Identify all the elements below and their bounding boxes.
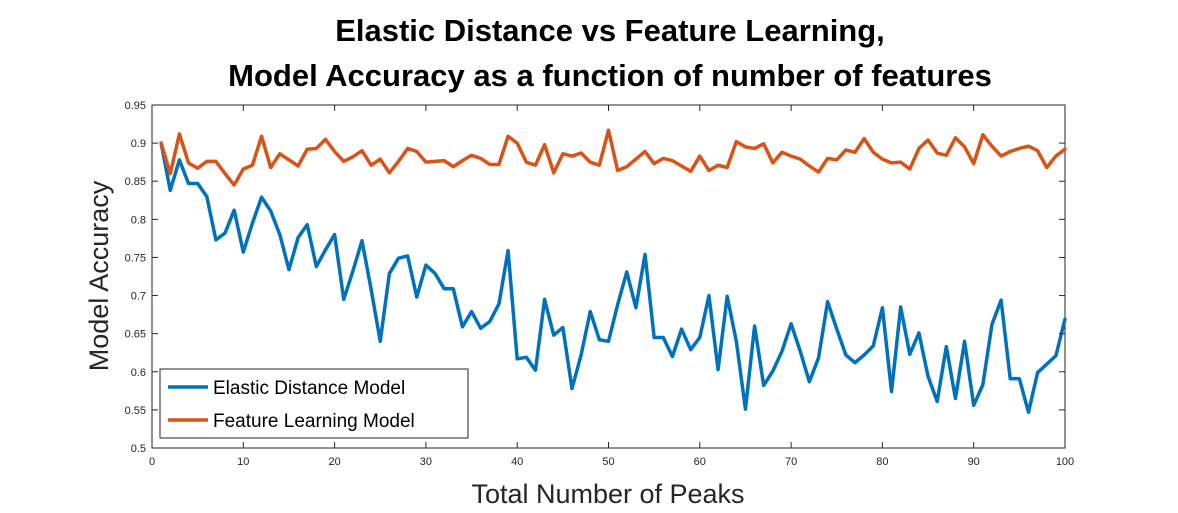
y-tick-label: 0.75 <box>125 252 146 264</box>
legend-box <box>159 368 469 439</box>
x-axis-label: Total Number of Peaks <box>471 479 744 509</box>
x-tick-label: 70 <box>785 456 797 468</box>
legend-label-1: Elastic Distance Model <box>213 378 405 399</box>
x-tick-label: 20 <box>328 456 340 468</box>
y-tick-label: 0.95 <box>125 100 146 112</box>
x-tick-label: 30 <box>420 456 432 468</box>
legend: Elastic Distance Model Feature Learning M… <box>159 368 469 439</box>
y-tick-label: 0.9 <box>131 138 146 150</box>
y-tick-label: 0.7 <box>131 291 146 303</box>
x-tick-label: 10 <box>237 456 249 468</box>
y-tick-label: 0.5 <box>131 443 146 455</box>
x-tick-label: 90 <box>968 456 980 468</box>
x-tick-label: 40 <box>511 456 523 468</box>
y-tick-label: 0.85 <box>125 176 146 188</box>
x-tick-label: 50 <box>602 456 614 468</box>
chart-title-line-2: Model Accuracy as a function of number o… <box>228 58 992 93</box>
y-tick-label: 0.6 <box>131 367 146 379</box>
y-axis-label: Model Accuracy <box>84 180 114 371</box>
ticks-layer: 0 10 20 30 40 50 60 70 80 90 100 0.5 0.55 0.6 0.65 0.7 0… <box>125 100 1075 468</box>
y-tick-label: 0.65 <box>125 329 146 341</box>
legend-label-2: Feature Learning Model <box>213 411 415 432</box>
x-tick-label: 100 <box>1056 456 1074 468</box>
x-tick-label: 60 <box>694 456 706 468</box>
x-tick-label: 0 <box>149 456 155 468</box>
chart-title-line-1: Elastic Distance vs Feature Learning, <box>335 13 885 48</box>
x-tick-label: 80 <box>876 456 888 468</box>
series-line-2 <box>159 128 1067 187</box>
series-line-1 <box>159 141 1067 414</box>
y-tick-label: 0.8 <box>131 214 146 226</box>
series-layer <box>159 128 1067 414</box>
y-tick-label: 0.55 <box>125 405 146 417</box>
chart-title: Elastic Distance vs Feature Learning, Mo… <box>0 8 1178 98</box>
